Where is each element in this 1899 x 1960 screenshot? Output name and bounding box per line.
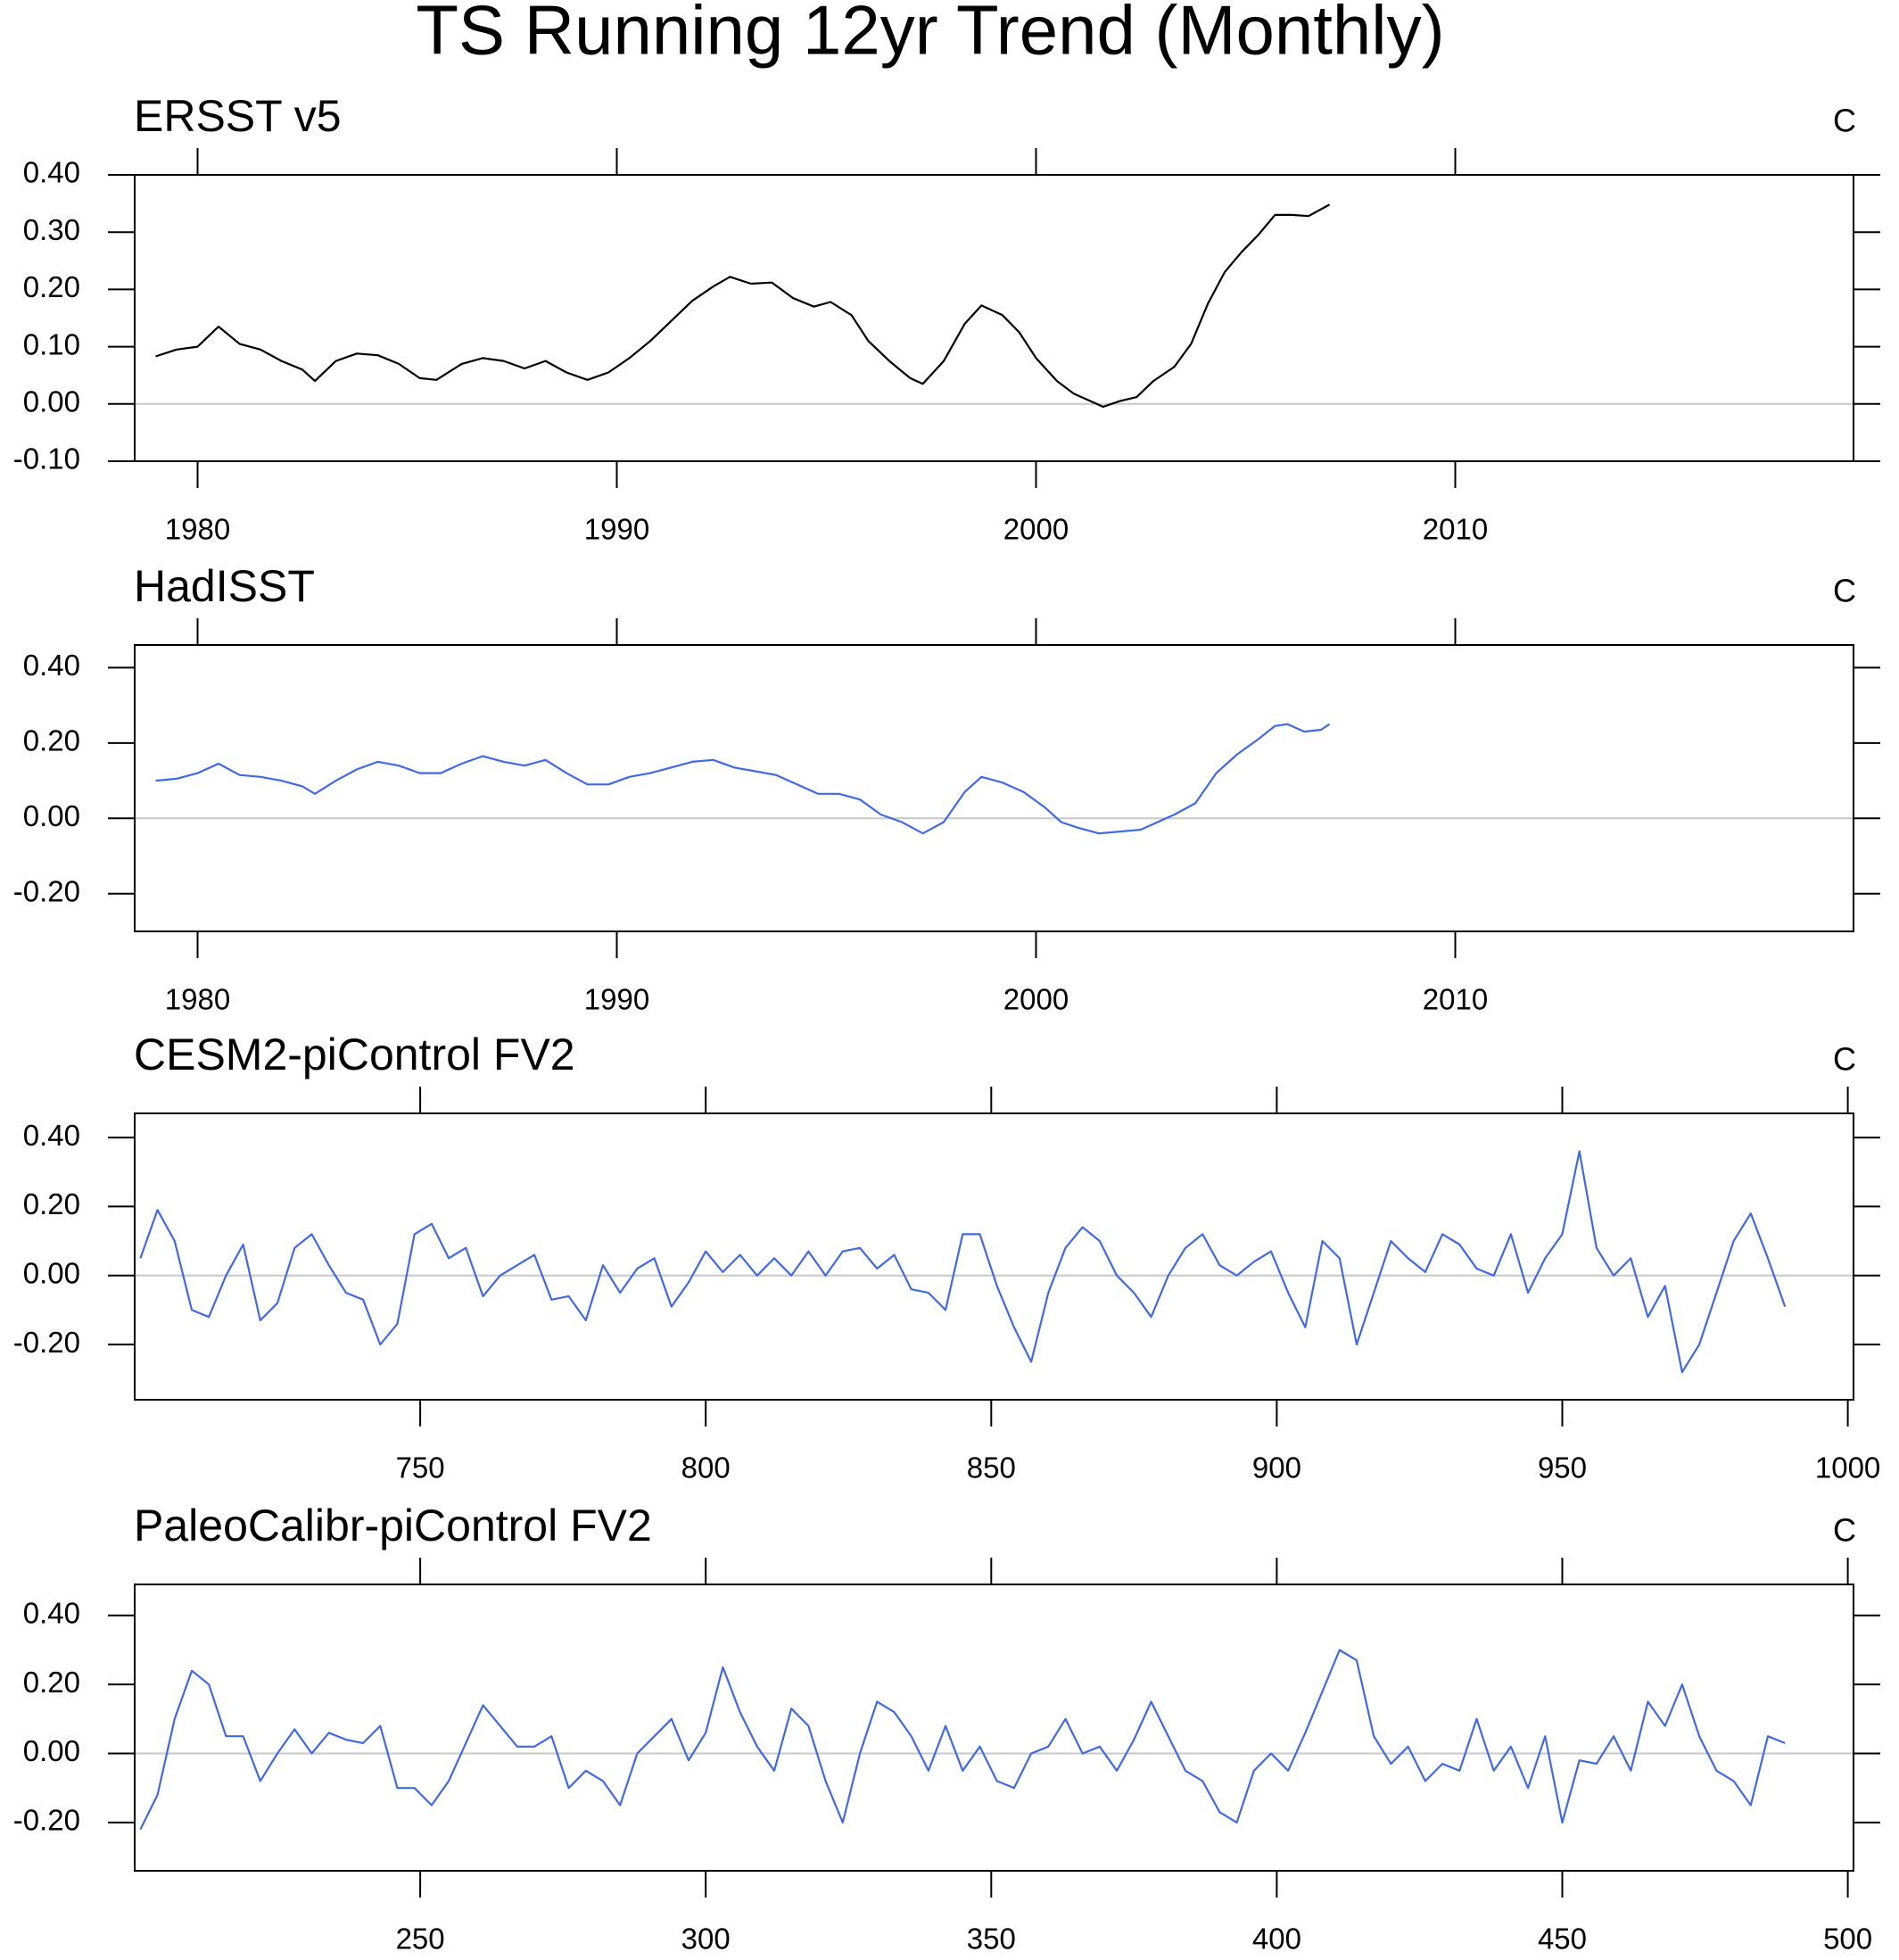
plot-frame xyxy=(134,1584,1854,1872)
x-tick-label: 350 xyxy=(967,1923,1016,1956)
data-line xyxy=(139,1649,1786,1831)
x-tick-label: 500 xyxy=(1823,1923,1872,1956)
y-tick-label: -0.10 xyxy=(13,442,80,476)
y-tick-label: 0.40 xyxy=(23,1119,80,1152)
y-tick-label: 0.00 xyxy=(23,1256,80,1289)
units-label: C xyxy=(1833,1041,1856,1078)
x-tick-label: 850 xyxy=(967,1451,1016,1484)
x-tick-label: 300 xyxy=(681,1923,731,1956)
x-tick-label: 2000 xyxy=(1003,513,1069,546)
y-tick-label: -0.20 xyxy=(13,1326,80,1359)
x-tick-label: 950 xyxy=(1538,1451,1587,1484)
chart-title: TS Running 12yr Trend (Monthly) xyxy=(416,0,1444,70)
y-tick-label: -0.20 xyxy=(13,874,80,907)
y-tick-label: 0.20 xyxy=(23,724,80,757)
x-tick-label: 250 xyxy=(396,1923,445,1956)
y-tick-label: 0.20 xyxy=(23,1187,80,1220)
y-tick-label: 0.40 xyxy=(23,1597,80,1630)
x-tick-label: 450 xyxy=(1538,1923,1587,1956)
x-tick-label: 900 xyxy=(1252,1451,1301,1484)
plot-frame xyxy=(134,644,1854,932)
data-line xyxy=(139,1150,1787,1374)
x-tick-label: 2010 xyxy=(1423,513,1488,546)
y-tick-label: -0.20 xyxy=(13,1804,80,1837)
panel-title: CESM2-piControl FV2 xyxy=(134,1030,575,1079)
data-line xyxy=(155,723,1331,835)
y-tick-label: 0.20 xyxy=(23,270,80,303)
x-tick-label: 1980 xyxy=(165,513,230,546)
x-tick-label: 1990 xyxy=(584,513,649,546)
data-line xyxy=(155,203,1331,409)
y-tick-label: 0.00 xyxy=(23,799,80,832)
units-label: C xyxy=(1833,103,1856,139)
x-tick-label: 2010 xyxy=(1423,983,1488,1016)
x-tick-label: 800 xyxy=(681,1451,731,1484)
x-tick-label: 400 xyxy=(1252,1923,1301,1956)
x-tick-label: 2000 xyxy=(1003,983,1069,1016)
panel-title: HadISST xyxy=(134,561,315,611)
y-tick-label: 0.00 xyxy=(23,385,80,418)
plot-frame xyxy=(134,1112,1854,1401)
y-tick-label: 0.10 xyxy=(23,327,80,360)
x-tick-label: 1990 xyxy=(584,983,649,1016)
x-tick-label: 750 xyxy=(396,1451,445,1484)
y-tick-label: 0.40 xyxy=(23,156,80,189)
panel-title: PaleoCalibr-piControl FV2 xyxy=(134,1501,652,1551)
panel-title: ERSST v5 xyxy=(134,91,342,141)
units-label: C xyxy=(1833,573,1856,609)
x-tick-label: 1000 xyxy=(1815,1451,1880,1484)
plot-frame xyxy=(134,174,1854,462)
y-tick-label: 0.40 xyxy=(23,649,80,682)
x-tick-label: 1980 xyxy=(165,983,230,1016)
y-tick-label: 0.00 xyxy=(23,1734,80,1767)
units-label: C xyxy=(1833,1512,1856,1549)
y-tick-label: 0.30 xyxy=(23,213,80,246)
y-tick-label: 0.20 xyxy=(23,1666,80,1699)
